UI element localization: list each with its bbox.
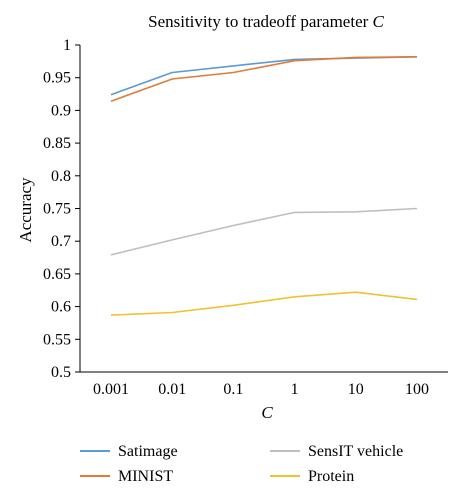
y-tick-label: 1 (63, 37, 71, 54)
y-tick-label: 0.55 (43, 331, 71, 348)
chart-title-param: C (373, 12, 385, 31)
series-line-protein (110, 291, 418, 316)
series-line-sensit-vehicle (110, 207, 418, 256)
series-line-minist (110, 56, 418, 102)
legend-label-protein: Protein (308, 468, 354, 485)
y-tick-label: 0.75 (43, 201, 71, 218)
chart-title-text: Sensitivity to tradeoff parameter (148, 12, 372, 31)
y-tick-labels: 0.5 0.55 0.6 0.65 0.7 0.75 0.8 0.85 0.9 0.95 1 (43, 37, 80, 381)
y-tick-label: 0.9 (51, 102, 71, 119)
x-tick-label: 10 (348, 381, 364, 398)
x-tick-label: 0.01 (158, 381, 186, 398)
x-tick-label: 0.1 (223, 381, 243, 398)
legend: Satimage SensIT vehicle MINIST Protein (80, 443, 403, 485)
x-tick-label: 0.001 (93, 381, 129, 398)
y-tick-label: 0.7 (51, 233, 71, 250)
legend-label-sensit-vehicle: SensIT vehicle (308, 443, 403, 460)
legend-label-minist: MINIST (118, 468, 173, 485)
y-tick-label: 0.5 (51, 364, 71, 381)
chart-title: Sensitivity to tradeoff parameter C (148, 12, 384, 31)
y-axis-label: Accuracy (16, 177, 35, 243)
series-lines (110, 56, 418, 316)
x-axis-label: C (261, 403, 273, 422)
x-tick-label: 100 (405, 381, 429, 398)
y-tick-label: 0.6 (51, 299, 71, 316)
x-tick-label: 1 (291, 381, 299, 398)
y-tick-label: 0.8 (51, 168, 71, 185)
series-line-satimage (110, 56, 418, 96)
y-tick-label: 0.95 (43, 70, 71, 87)
legend-label-satimage: Satimage (118, 443, 178, 460)
x-tick-labels: 0.001 0.01 0.1 1 10 100 (93, 381, 429, 398)
y-tick-label: 0.65 (43, 266, 71, 283)
y-tick-label: 0.85 (43, 135, 71, 152)
